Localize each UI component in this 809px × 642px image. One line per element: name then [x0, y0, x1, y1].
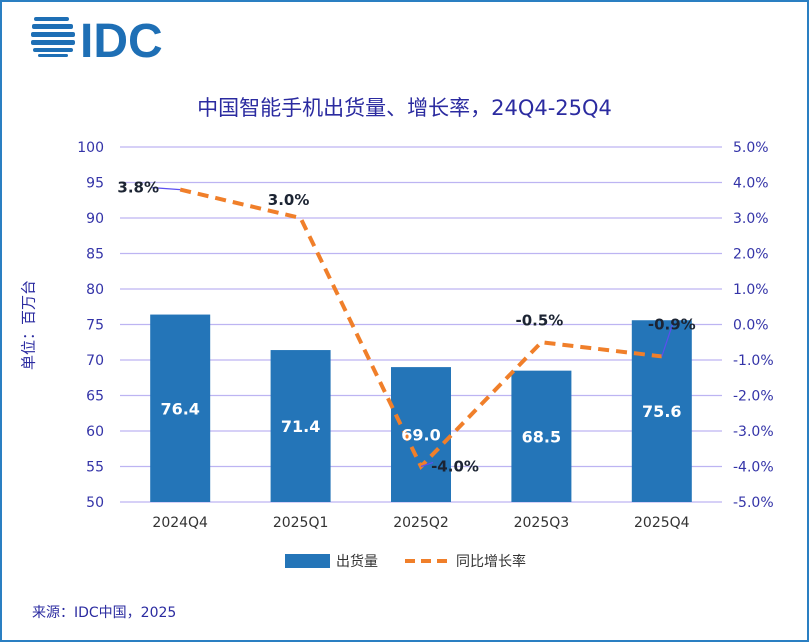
- y-tick-label: 50: [86, 495, 104, 511]
- y2-tick-label: 0.0%: [733, 318, 769, 334]
- line-data-label: -0.9%: [648, 315, 696, 333]
- globe-icon: [31, 17, 75, 57]
- y-tick-label: 90: [86, 211, 104, 227]
- bar-data-label: 75.6: [642, 402, 681, 421]
- y2-tick-label: -3.0%: [733, 424, 774, 440]
- legend-swatch-shipments: [285, 554, 330, 568]
- y-tick-label: 55: [86, 460, 104, 476]
- y2-tick-label: 2.0%: [733, 247, 769, 263]
- bar: [631, 320, 692, 502]
- legend-label-growth: 同比增长率: [456, 553, 526, 570]
- bar-data-label: 71.4: [281, 417, 320, 436]
- line-data-label: -4.0%: [431, 458, 479, 476]
- y-tick-label: 75: [86, 318, 104, 334]
- x-tick-label: 2025Q4: [634, 515, 690, 531]
- y-tick-label: 65: [86, 389, 104, 405]
- bar-data-label: 76.4: [160, 399, 199, 418]
- logo-text: IDC: [80, 15, 163, 68]
- y2-tick-label: 3.0%: [733, 211, 769, 227]
- chart-title: 中国智能手机出货量、增长率，24Q4-25Q4: [197, 96, 612, 120]
- bar-data-label: 68.5: [522, 427, 561, 446]
- y2-tick-label: -5.0%: [733, 495, 774, 511]
- x-tick-label: 2024Q4: [152, 515, 208, 531]
- line-data-label: 3.8%: [117, 179, 159, 197]
- line-data-label: -0.5%: [515, 311, 563, 329]
- bar: [150, 314, 211, 502]
- y2-tick-label: 5.0%: [733, 140, 769, 156]
- y2-tick-label: -4.0%: [733, 460, 774, 476]
- leader-line: [420, 461, 434, 468]
- source-note: 来源：IDC中国，2025: [32, 605, 177, 621]
- y-tick-label: 95: [86, 176, 104, 192]
- y2-tick-label: 4.0%: [733, 176, 769, 192]
- y-tick-label: 70: [86, 353, 104, 369]
- leader-line: [661, 320, 675, 357]
- line-data-label: 3.0%: [268, 191, 310, 209]
- bar: [391, 367, 451, 502]
- y-tick-label: 85: [86, 247, 104, 263]
- bar: [511, 370, 572, 502]
- x-tick-label: 2025Q1: [273, 515, 329, 531]
- idc-logo: IDC: [31, 15, 163, 68]
- y-tick-label: 80: [86, 282, 104, 298]
- y2-tick-label: 1.0%: [733, 282, 769, 298]
- x-tick-label: 2025Q2: [393, 515, 449, 531]
- y-tick-label: 100: [77, 140, 104, 156]
- leader-line: [152, 187, 181, 191]
- bar: [270, 350, 331, 502]
- y2-tick-label: -2.0%: [733, 389, 774, 405]
- y2-tick-label: -1.0%: [733, 353, 774, 369]
- bar-data-label: 69.0: [401, 426, 440, 445]
- x-tick-label: 2025Q3: [514, 515, 570, 531]
- y-axis-label: 单位：百万台: [19, 279, 38, 371]
- y-tick-label: 60: [86, 424, 104, 440]
- legend-label-shipments: 出货量: [336, 553, 378, 570]
